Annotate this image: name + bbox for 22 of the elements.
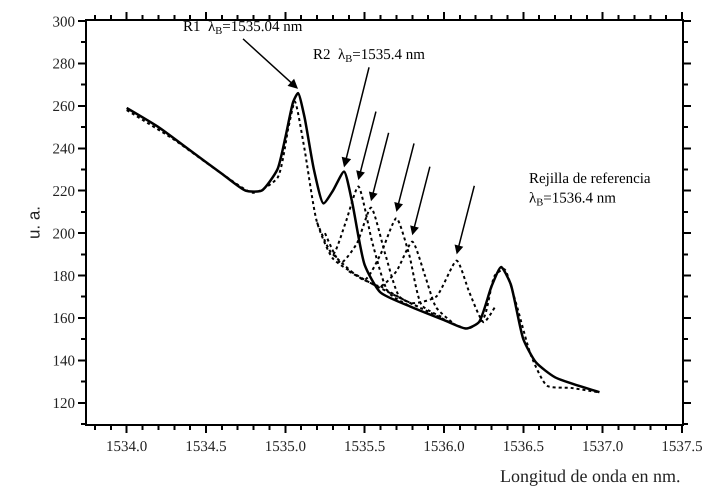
- y-tick-label: 140: [52, 354, 75, 370]
- y-tick-label: 300: [52, 14, 75, 30]
- x-axis-title: Longitud de onda en nm.: [500, 466, 680, 486]
- y-axis-title: u. a.: [24, 206, 44, 240]
- x-tick-label: 1536.5: [502, 439, 544, 455]
- x-tick-label: 1535.0: [264, 439, 306, 455]
- x-tick-label: 1535.5: [344, 439, 386, 455]
- annotation: Rejilla de referencia λ$_{B}$=1536.4 nm: [529, 171, 651, 209]
- y-tick-label: 200: [52, 226, 75, 242]
- y-tick-label: 280: [52, 56, 75, 73]
- x-tick-label: 1534.0: [106, 439, 148, 455]
- x-tick-label: 1537.5: [661, 439, 703, 455]
- y-tick-label: 260: [52, 99, 75, 116]
- x-tick-label: 1537.0: [582, 439, 624, 455]
- x-tick-label: 1536.0: [423, 439, 465, 455]
- y-tick-label: 220: [52, 184, 75, 200]
- y-tick-label: 120: [52, 396, 75, 412]
- annotation: R2 λ$_{B}$=1535.4 nm: [313, 47, 426, 66]
- x-tick-label: 1534.5: [185, 439, 227, 455]
- y-tick-label: 180: [52, 268, 75, 285]
- y-tick-label: 240: [52, 142, 75, 158]
- y-tick-label: 160: [52, 311, 75, 328]
